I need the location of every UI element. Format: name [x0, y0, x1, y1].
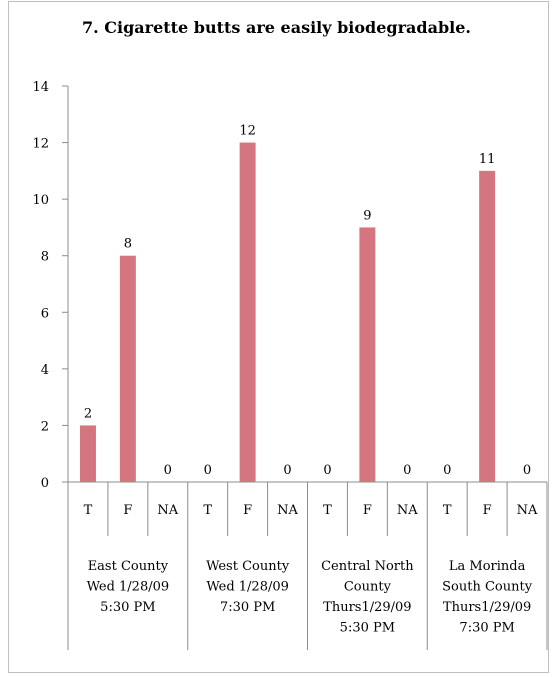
bar — [359, 227, 376, 482]
category-label: NA — [517, 503, 538, 518]
category-label: T — [203, 503, 212, 518]
group-label-line: 5:30 PM — [340, 621, 395, 636]
group-label-line: Wed 1/28/09 — [206, 580, 289, 595]
group-label-line: 7:30 PM — [459, 621, 514, 636]
category-label: NA — [277, 503, 298, 518]
group-label-line: Wed 1/28/09 — [87, 580, 170, 595]
group-label-line: 7:30 PM — [220, 600, 275, 615]
category-label: F — [243, 503, 252, 518]
category-label: F — [123, 503, 132, 518]
data-label: 0 — [523, 463, 531, 478]
y-tick-label: 2 — [41, 419, 49, 434]
data-label: 12 — [239, 124, 256, 139]
bar — [239, 142, 256, 483]
chart-frame — [8, 1, 549, 673]
bar — [119, 255, 136, 482]
group-label-line: South County — [442, 580, 533, 595]
category-label: NA — [157, 503, 178, 518]
data-label: 2 — [84, 406, 92, 421]
bar — [479, 170, 496, 482]
group-label-line: 5:30 PM — [100, 600, 155, 615]
group-label-line: County — [344, 580, 392, 595]
y-tick-label: 8 — [41, 250, 49, 265]
group-label-line: Central North — [321, 559, 414, 574]
category-label: F — [363, 503, 372, 518]
y-tick-label: 4 — [41, 363, 49, 378]
y-tick-label: 10 — [32, 193, 49, 208]
group-label-line: Thurs1/29/09 — [323, 600, 411, 615]
group-label-line: West County — [206, 559, 290, 574]
data-label: 0 — [283, 463, 291, 478]
data-label: 8 — [124, 237, 132, 252]
data-label: 0 — [204, 463, 212, 478]
data-label: 0 — [443, 463, 451, 478]
y-tick-label: 12 — [32, 137, 49, 152]
group-label-line: Thurs1/29/09 — [443, 600, 531, 615]
data-label: 0 — [164, 463, 172, 478]
category-label: T — [323, 503, 332, 518]
y-tick-label: 6 — [41, 306, 49, 321]
group-label-line: La Morinda — [449, 559, 526, 574]
data-label: 11 — [479, 152, 496, 167]
category-label: T — [84, 503, 93, 518]
bar — [79, 425, 96, 482]
group-label-line: East County — [88, 559, 169, 574]
y-tick-label: 14 — [32, 80, 49, 95]
y-tick-label: 0 — [41, 476, 49, 491]
category-label: NA — [397, 503, 418, 518]
chart-title: 7. Cigarette butts are easily biodegrada… — [82, 18, 471, 37]
category-label: T — [443, 503, 452, 518]
data-label: 0 — [323, 463, 331, 478]
data-label: 0 — [403, 463, 411, 478]
data-label: 9 — [363, 208, 371, 223]
category-label: F — [483, 503, 492, 518]
